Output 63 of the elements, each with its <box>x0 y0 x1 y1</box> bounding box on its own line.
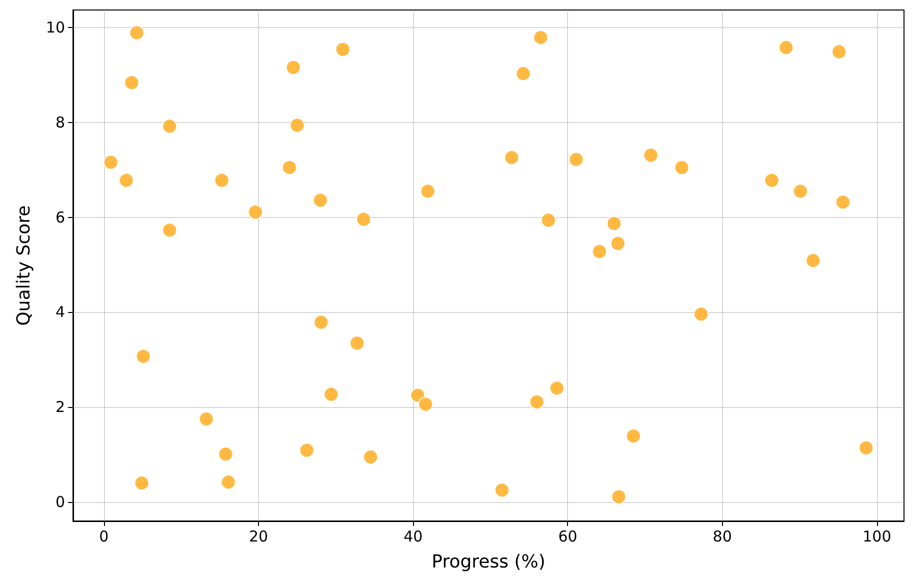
point <box>549 380 564 396</box>
point <box>420 184 436 199</box>
y-tick-label: 0 <box>55 493 65 512</box>
x-tick-label: 80 <box>712 528 732 546</box>
point <box>504 150 520 166</box>
point <box>198 411 214 426</box>
point <box>529 394 544 410</box>
point <box>835 194 850 210</box>
point <box>162 222 178 238</box>
y-tick-label: 10 <box>46 18 65 37</box>
point <box>832 44 847 60</box>
point <box>592 244 607 259</box>
point <box>314 314 329 330</box>
point <box>299 442 314 458</box>
point <box>494 482 510 498</box>
point <box>643 148 658 163</box>
point <box>540 212 556 228</box>
point <box>350 336 365 351</box>
point <box>136 348 151 364</box>
x-tick-label: 100 <box>862 528 892 546</box>
point <box>418 396 433 412</box>
point <box>806 253 821 268</box>
point <box>764 172 780 188</box>
point <box>356 212 372 227</box>
point <box>103 154 118 170</box>
point <box>858 440 874 456</box>
point <box>129 25 144 40</box>
point <box>516 66 531 82</box>
point <box>312 192 328 208</box>
y-tick-label: 8 <box>55 113 65 132</box>
x-axis-title: Progress (%) <box>432 552 546 572</box>
x-tick-label: 60 <box>558 528 578 546</box>
y-axis-title: Quality Score <box>14 205 34 326</box>
point <box>792 184 808 199</box>
point <box>626 428 641 444</box>
point <box>282 160 297 176</box>
point <box>134 476 150 491</box>
point <box>674 160 690 176</box>
point <box>610 236 626 251</box>
x-tick-label: 20 <box>248 528 268 546</box>
point <box>606 216 622 232</box>
point <box>220 474 236 490</box>
y-tick-label: 2 <box>55 398 65 416</box>
point <box>214 172 230 188</box>
point <box>124 75 140 90</box>
point <box>611 489 626 504</box>
point <box>218 446 234 462</box>
point <box>290 118 305 133</box>
point <box>778 40 794 55</box>
point <box>568 152 584 167</box>
point <box>324 386 339 402</box>
point <box>533 30 548 46</box>
point <box>162 118 178 134</box>
point <box>118 172 134 188</box>
x-tick-label: 40 <box>404 528 423 546</box>
point <box>363 449 378 464</box>
x-tick-label: 0 <box>99 528 109 546</box>
y-tick-label: 6 <box>55 208 65 226</box>
point <box>694 306 709 322</box>
point <box>248 204 263 220</box>
point <box>286 60 301 75</box>
point <box>335 42 350 57</box>
y-tick-label: 4 <box>55 303 65 322</box>
